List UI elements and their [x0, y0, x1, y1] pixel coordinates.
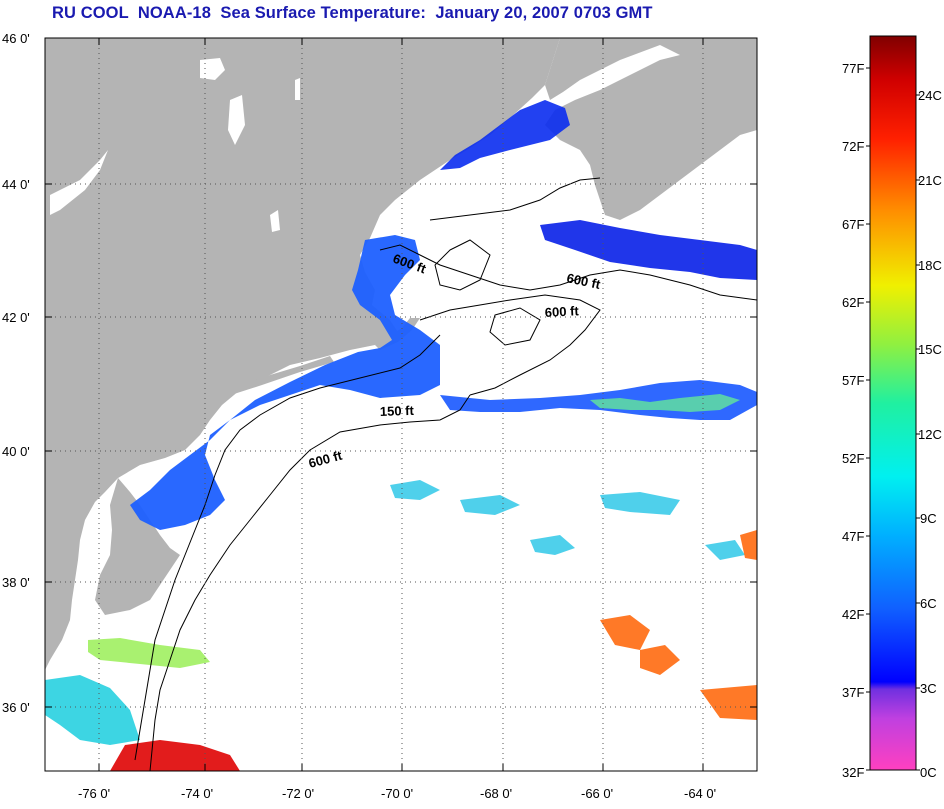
cb-f-77: 77F: [842, 61, 864, 76]
inland-lakes: [50, 58, 300, 232]
colorbar-ticks: [866, 67, 920, 771]
cb-c-12: 12C: [918, 427, 942, 442]
lon-label-72: -72 0': [282, 786, 314, 801]
map-title: RU COOL NOAA-18 Sea Surface Temperature:…: [52, 4, 653, 22]
cb-c-24: 24C: [918, 88, 942, 103]
cb-f-57: 57F: [842, 373, 864, 388]
sst-gulf-of-maine-blue: [440, 100, 570, 170]
lat-label-36: 36 0': [2, 700, 30, 715]
axis-ticks: [45, 38, 757, 771]
lon-label-74: -74 0': [181, 786, 213, 801]
cb-f-37: 37F: [842, 685, 864, 700]
sst-chesapeake-plume: [88, 638, 210, 668]
long-island: [230, 356, 334, 394]
contour-label-600ft-ne: 600 ft: [565, 270, 602, 292]
sst-scotian-shelf-blue: [540, 220, 757, 280]
sst-coastal-cold-band: [130, 235, 440, 530]
cb-f-52: 52F: [842, 451, 864, 466]
cb-c-6: 6C: [920, 596, 937, 611]
nova-scotia-new-brunswick: [545, 38, 757, 220]
cb-f-62: 62F: [842, 295, 864, 310]
lat-label-40: 40 0': [2, 444, 30, 459]
contour-label-600ft-georges: 600 ft: [544, 303, 579, 320]
cb-c-9: 9C: [920, 511, 937, 526]
sst-offshore-cyan-patches: [390, 480, 745, 560]
plot-frame: [44, 37, 758, 772]
lat-label-46: 46 0': [2, 31, 30, 46]
bathymetry-contours: [134, 177, 757, 771]
lon-label-68: -68 0': [480, 786, 512, 801]
cb-c-0: 0C: [920, 765, 937, 780]
cb-c-3: 3C: [920, 681, 937, 696]
sst-gulf-stream-warm: [600, 530, 757, 720]
lat-label-42: 42 0': [2, 310, 30, 325]
cb-f-47: 47F: [842, 529, 864, 544]
sst-cape-hatteras-cyan: [45, 675, 140, 745]
cb-c-21: 21C: [918, 173, 942, 188]
delmarva-peninsula: [95, 478, 180, 615]
cb-c-15: 15C: [918, 342, 942, 357]
contour-label-150ft: 150 ft: [380, 403, 415, 419]
cb-f-32: 32F: [842, 765, 864, 780]
lat-label-38: 38 0': [2, 575, 30, 590]
graticule: [45, 38, 757, 771]
cb-f-42: 42F: [842, 607, 864, 622]
lon-label-76: -76 0': [78, 786, 110, 801]
sst-carolina-warm: [110, 740, 240, 771]
lon-label-64: -64 0': [684, 786, 716, 801]
colorbar: [869, 35, 917, 771]
cb-f-67: 67F: [842, 217, 864, 232]
lon-label-70: -70 0': [381, 786, 413, 801]
cb-f-72: 72F: [842, 139, 864, 154]
lat-label-44: 44 0': [2, 177, 30, 192]
lon-label-66: -66 0': [581, 786, 613, 801]
cb-c-18: 18C: [918, 258, 942, 273]
